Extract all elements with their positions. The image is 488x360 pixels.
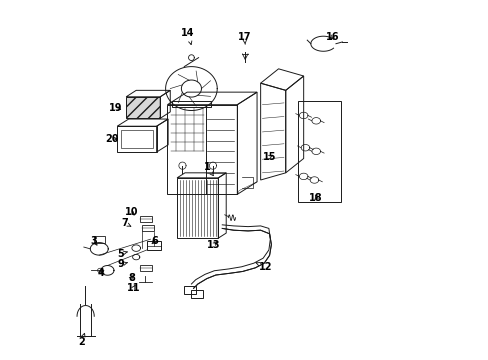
- Text: 20: 20: [105, 134, 118, 144]
- Text: 6: 6: [151, 236, 158, 246]
- Text: 2: 2: [78, 333, 85, 347]
- Bar: [121, 130, 153, 148]
- Text: 13: 13: [207, 239, 220, 249]
- Bar: [190, 291, 203, 298]
- Text: 7: 7: [121, 218, 130, 228]
- Bar: [147, 241, 160, 250]
- Text: 1: 1: [203, 162, 213, 176]
- Bar: [177, 178, 218, 238]
- Text: 8: 8: [128, 273, 135, 283]
- Bar: [117, 126, 156, 152]
- Text: 11: 11: [126, 283, 140, 293]
- Text: 15: 15: [263, 152, 276, 162]
- Bar: [142, 225, 154, 231]
- Bar: [298, 101, 341, 202]
- Text: 14: 14: [181, 28, 194, 45]
- Text: 5: 5: [117, 248, 127, 258]
- Bar: [183, 286, 196, 294]
- Text: 3: 3: [90, 236, 97, 246]
- Text: 18: 18: [309, 193, 323, 203]
- Text: 4: 4: [98, 268, 104, 278]
- Bar: [140, 216, 152, 222]
- Text: 19: 19: [108, 103, 122, 113]
- Text: 12: 12: [256, 262, 272, 272]
- Text: 9: 9: [117, 259, 127, 269]
- Bar: [140, 265, 152, 271]
- Bar: [94, 235, 104, 243]
- Text: 17: 17: [237, 32, 251, 44]
- Bar: [126, 97, 160, 118]
- Text: 10: 10: [124, 207, 138, 217]
- Text: 16: 16: [325, 32, 338, 41]
